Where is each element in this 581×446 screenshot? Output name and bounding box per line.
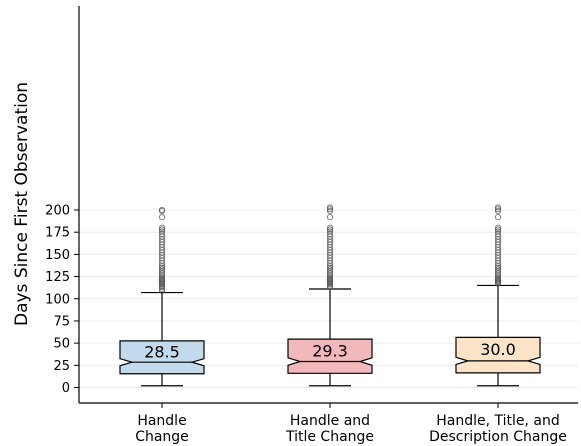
outlier-point: [158, 206, 166, 214]
y-tick-label: 200: [45, 204, 70, 219]
y-tick-label: 150: [45, 248, 70, 263]
outlier-point: [494, 228, 502, 235]
outlier-point: [494, 230, 502, 238]
y-axis-title: Days Since First Observation: [12, 82, 32, 326]
outlier-point: [326, 230, 334, 238]
outlier-point: [326, 207, 334, 214]
outlier-point: [326, 214, 334, 221]
x-tick-label-line: Description Change: [429, 429, 567, 445]
outlier-point: [494, 264, 502, 271]
outlier-point: [326, 228, 334, 235]
outlier-point: [158, 224, 166, 231]
outlier-point: [326, 264, 334, 271]
x-tick-label-line: Handle, Title, and: [436, 413, 560, 429]
outlier-point: [158, 226, 166, 233]
y-tick-label: 0: [62, 381, 70, 396]
x-tick-label-line: Title Change: [285, 429, 374, 445]
median-value-label: 28.5: [144, 343, 180, 362]
outlier-point: [326, 266, 334, 273]
boxes-layer: 28.5 29.3 30.0: [119, 204, 541, 387]
outlier-point: [158, 228, 166, 235]
outlier-point: [158, 287, 166, 294]
outlier-point: [158, 264, 166, 271]
outlier-point: [494, 226, 502, 233]
y-tick-label: 100: [45, 292, 70, 307]
outlier-point: [494, 206, 502, 213]
notched-box: [287, 338, 373, 374]
y-tick-label: 125: [45, 270, 70, 285]
outlier-point: [158, 230, 166, 238]
y-tick-label: 175: [45, 226, 70, 241]
outlier-point: [158, 214, 166, 221]
y-tick-label: 25: [53, 359, 70, 374]
median-value-label: 30.0: [480, 340, 516, 359]
notched-box: [119, 340, 205, 375]
outlier-point: [326, 206, 334, 213]
outlier-point: [326, 226, 334, 233]
y-tick-label: 75: [53, 314, 70, 329]
x-tick-label: Handle and Title Change: [285, 413, 374, 445]
outlier-point: [326, 224, 334, 231]
outlier-point: [494, 266, 502, 273]
notched-box: [455, 336, 541, 374]
x-tick-label-line: Handle and: [290, 413, 370, 429]
outlier-point: [326, 204, 334, 211]
x-tick-label: Handle, Title, and Description Change: [429, 413, 567, 445]
x-tick-label-line: Change: [135, 429, 189, 445]
outlier-point: [158, 266, 166, 273]
x-tick-label: Handle Change: [135, 413, 189, 445]
outlier-point: [494, 204, 502, 211]
outlier-point: [494, 224, 502, 231]
outlier-point: [494, 207, 502, 214]
y-tick-label: 50: [53, 337, 70, 352]
median-value-label: 29.3: [312, 341, 348, 360]
x-tick-label-line: Handle: [137, 413, 186, 429]
outlier-point: [494, 214, 502, 221]
